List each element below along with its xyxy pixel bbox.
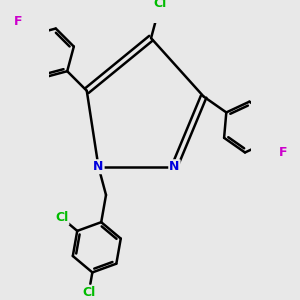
- Text: Cl: Cl: [55, 212, 68, 224]
- Text: N: N: [169, 160, 180, 173]
- Text: Cl: Cl: [82, 286, 95, 299]
- Text: F: F: [14, 16, 22, 28]
- Text: N: N: [93, 160, 103, 173]
- Text: Cl: Cl: [154, 0, 167, 10]
- Text: F: F: [279, 146, 288, 159]
